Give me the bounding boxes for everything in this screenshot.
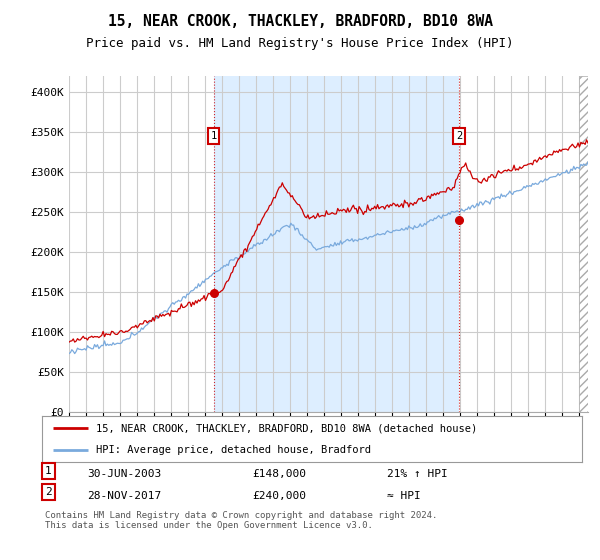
Text: Contains HM Land Registry data © Crown copyright and database right 2024.
This d: Contains HM Land Registry data © Crown c… <box>45 511 437 530</box>
Text: 21% ↑ HPI: 21% ↑ HPI <box>387 469 448 479</box>
Text: 15, NEAR CROOK, THACKLEY, BRADFORD, BD10 8WA (detached house): 15, NEAR CROOK, THACKLEY, BRADFORD, BD10… <box>96 423 477 433</box>
Text: 1: 1 <box>45 466 52 476</box>
Text: HPI: Average price, detached house, Bradford: HPI: Average price, detached house, Brad… <box>96 445 371 455</box>
Bar <box>214 76 459 412</box>
Text: £240,000: £240,000 <box>252 491 306 501</box>
Text: £148,000: £148,000 <box>252 469 306 479</box>
Text: 2: 2 <box>45 487 52 497</box>
Text: 30-JUN-2003: 30-JUN-2003 <box>87 469 161 479</box>
Text: 15, NEAR CROOK, THACKLEY, BRADFORD, BD10 8WA: 15, NEAR CROOK, THACKLEY, BRADFORD, BD10… <box>107 14 493 29</box>
Text: 2: 2 <box>456 131 462 141</box>
Bar <box>580 76 588 412</box>
Text: 1: 1 <box>211 131 217 141</box>
Text: Price paid vs. HM Land Registry's House Price Index (HPI): Price paid vs. HM Land Registry's House … <box>86 37 514 50</box>
Text: 28-NOV-2017: 28-NOV-2017 <box>87 491 161 501</box>
Text: ≈ HPI: ≈ HPI <box>387 491 421 501</box>
